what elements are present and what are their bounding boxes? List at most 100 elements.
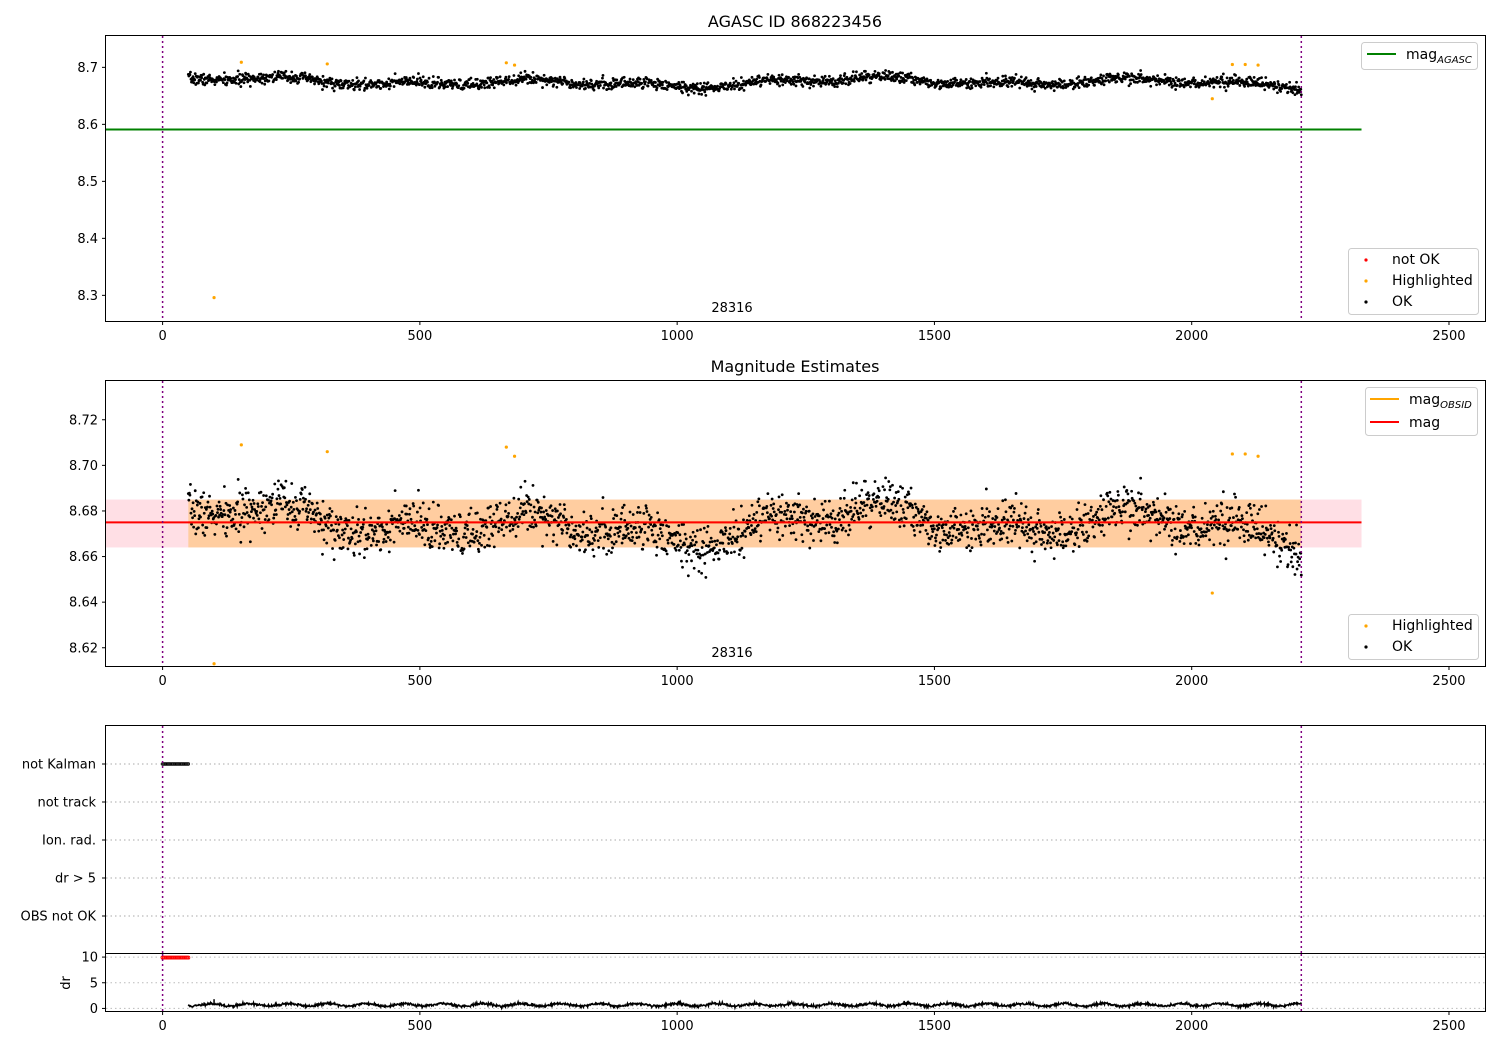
ok-point — [1258, 508, 1261, 511]
ok-point — [519, 502, 523, 505]
ok-point — [832, 530, 836, 534]
ok-point — [899, 71, 902, 75]
ok-point — [654, 81, 657, 84]
ok-point — [1053, 535, 1057, 539]
ok-point — [606, 537, 610, 541]
ok-point — [1149, 84, 1153, 88]
ok-point — [256, 502, 260, 506]
ok-point — [742, 79, 745, 83]
ok-point — [1077, 501, 1081, 505]
ok-point — [1076, 84, 1079, 87]
ok-point — [1297, 85, 1301, 89]
ok-point — [659, 531, 663, 534]
ok-point — [371, 537, 375, 540]
panel-2-annotation: 28316 — [711, 646, 752, 661]
ok-point — [1190, 526, 1193, 530]
ok-point — [1011, 518, 1015, 522]
ok-point — [612, 542, 616, 546]
ok-point — [473, 536, 477, 540]
ok-point — [1121, 498, 1125, 502]
ok-point — [811, 516, 814, 520]
ok-point — [914, 513, 918, 517]
ok-point — [627, 532, 630, 536]
ok-point — [917, 77, 921, 81]
ok-point — [518, 506, 522, 510]
ok-point — [1204, 530, 1208, 534]
panel-1-ytick-label-0: 8.3 — [77, 289, 98, 304]
ok-point — [581, 530, 585, 534]
ok-point — [831, 509, 835, 513]
ok-point — [920, 515, 924, 519]
ok-point — [191, 501, 195, 505]
ok-point — [747, 526, 751, 529]
ok-point — [929, 78, 933, 82]
ok-point — [526, 81, 530, 85]
ok-point — [803, 80, 807, 84]
ok-point — [340, 533, 344, 537]
ok-point — [529, 75, 533, 79]
ok-point — [697, 92, 701, 96]
ok-point — [384, 84, 388, 88]
ok-point — [1050, 525, 1053, 528]
ok-point — [374, 525, 377, 529]
ok-point — [283, 496, 287, 500]
ok-point — [260, 504, 263, 508]
ok-point — [1081, 80, 1085, 84]
ok-point — [544, 517, 548, 521]
ok-point — [505, 525, 508, 529]
ok-point — [1263, 88, 1267, 92]
highlighted-point — [325, 450, 329, 454]
ok-point — [446, 85, 450, 88]
ok-point — [1262, 536, 1266, 540]
agasc-magnitude-panel: AGASC ID 868223456 28316 0 500 1000 1500 200… — [77, 12, 1486, 344]
ok-point — [237, 512, 241, 516]
legend-mag-obsid-label: magOBSID — [1409, 392, 1472, 411]
ok-point — [435, 526, 439, 530]
ok-point — [585, 526, 589, 530]
ok-point — [488, 544, 491, 548]
ok-point — [268, 495, 272, 499]
ok-point — [418, 533, 421, 536]
ok-point — [270, 503, 273, 507]
ok-point — [1219, 509, 1223, 513]
ok-point — [546, 514, 550, 517]
ok-point — [981, 513, 985, 517]
ok-point — [645, 77, 649, 81]
ok-point — [1148, 504, 1152, 508]
ok-point — [1255, 527, 1259, 531]
ok-point — [759, 534, 763, 538]
ok-point — [1101, 523, 1104, 527]
ok-point — [666, 541, 670, 545]
ok-point — [674, 548, 678, 552]
ok-point — [253, 80, 257, 83]
ok-point — [897, 74, 901, 78]
ok-point — [297, 523, 301, 527]
ok-point — [918, 530, 922, 534]
ok-point — [1013, 532, 1017, 535]
ok-point — [517, 517, 521, 521]
ok-point — [349, 81, 353, 85]
ok-point — [625, 522, 629, 526]
ok-point — [265, 514, 269, 518]
ok-point — [229, 508, 233, 511]
legend-mag-agasc-label: magAGASC — [1406, 47, 1472, 66]
ok-point — [765, 511, 769, 515]
ok-point — [1277, 83, 1281, 87]
ok-point — [514, 534, 518, 538]
ok-point — [243, 503, 246, 507]
ok-point — [1113, 511, 1117, 515]
ok-point — [196, 500, 200, 504]
ok-point — [936, 515, 940, 519]
ok-point — [916, 523, 919, 527]
ok-point — [325, 541, 329, 545]
ok-point — [197, 81, 200, 85]
ok-point — [691, 530, 695, 534]
ok-point — [1073, 85, 1077, 89]
ok-point — [1288, 523, 1292, 527]
ok-point — [582, 77, 586, 81]
ok-point — [323, 516, 327, 520]
ok-point — [1108, 490, 1112, 494]
ok-point — [491, 534, 495, 537]
ok-point — [359, 531, 363, 534]
panel-2-plot-area — [106, 381, 1362, 666]
